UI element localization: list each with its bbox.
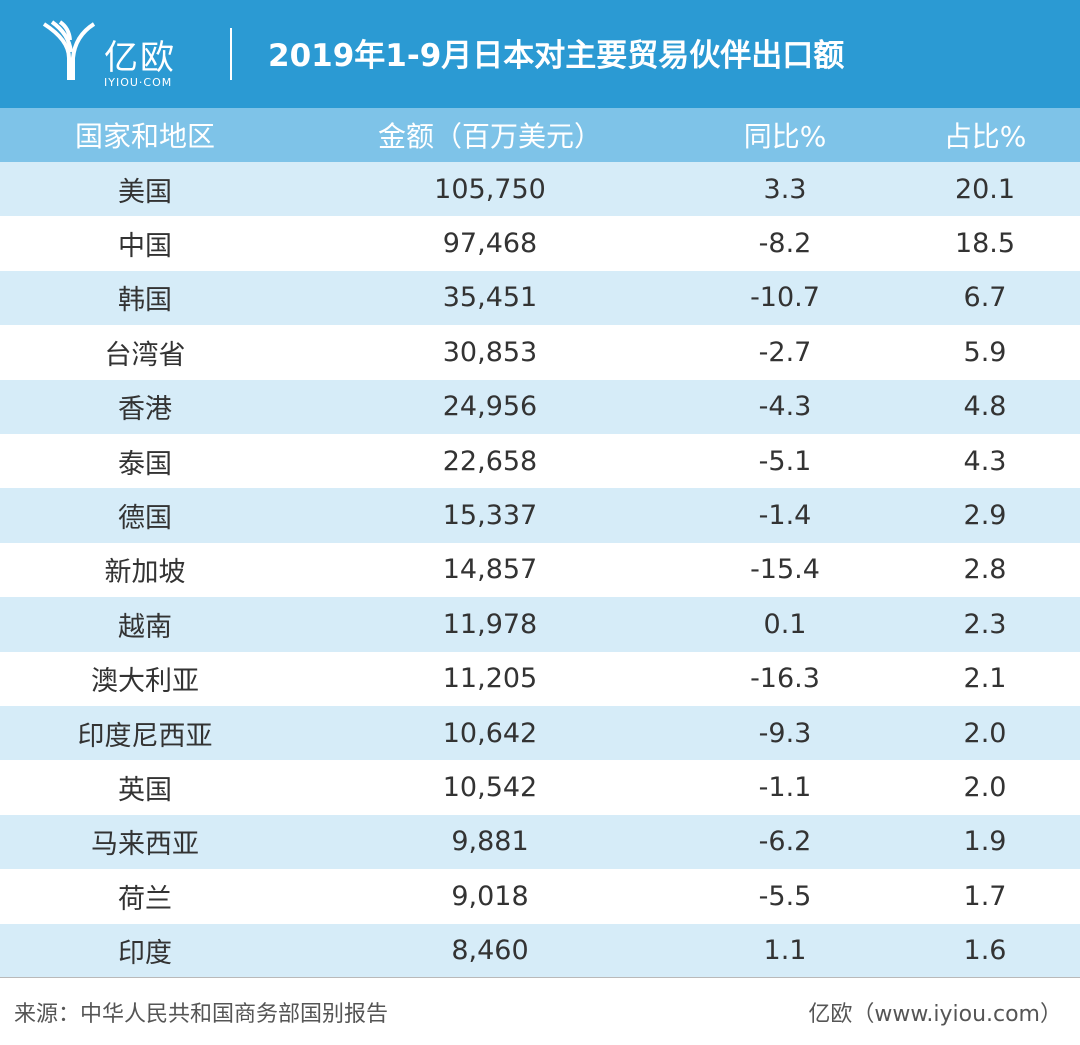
cell-country: 澳大利亚 (91, 666, 199, 698)
table-row: 马来西亚 9,881 -6.2 1.9 (0, 814, 1080, 870)
cell-yoy: 3.3 (763, 173, 807, 205)
cell-yoy: 0.1 (763, 608, 807, 640)
table-row: 澳大利亚 11,205 -16.3 2.1 (0, 652, 1080, 706)
column-header-amount: 金额（百万美元） (377, 120, 602, 153)
table-row: 英国 10,542 -1.1 2.0 (0, 760, 1080, 814)
table-row: 印度 8,460 1.1 1.6 (0, 923, 1080, 978)
cell-share: 2.1 (963, 663, 1007, 695)
table-row: 香港 24,956 -4.3 4.8 (0, 379, 1080, 434)
cell-share: 2.0 (963, 717, 1007, 749)
column-header-yoy: 同比% (743, 120, 827, 153)
cell-amount: 9,881 (451, 826, 529, 858)
logo-mark-icon (42, 20, 96, 80)
cell-share: 1.6 (963, 935, 1007, 967)
cell-amount: 35,451 (442, 282, 538, 314)
cell-country: 香港 (118, 394, 172, 426)
cell-amount: 11,205 (442, 663, 538, 695)
footer-divider (0, 977, 1080, 978)
cell-yoy: -4.3 (758, 391, 812, 423)
cell-amount: 30,853 (442, 336, 538, 368)
table-row: 新加坡 14,857 -15.4 2.8 (0, 543, 1080, 597)
table-row: 中国 97,468 -8.2 18.5 (0, 216, 1080, 270)
cell-yoy: -16.3 (750, 663, 820, 695)
cell-country: 美国 (118, 176, 172, 208)
cell-yoy: -15.4 (750, 554, 820, 586)
cell-country: 印度尼西亚 (77, 720, 213, 752)
cell-yoy: -1.1 (758, 772, 812, 804)
cell-share: 2.9 (963, 500, 1007, 532)
brand-name: 亿欧 (104, 38, 176, 78)
cell-amount: 8,460 (451, 935, 529, 967)
cell-country: 荷兰 (118, 883, 172, 915)
table-row: 美国 105,750 3.3 20.1 (0, 162, 1080, 217)
cell-amount: 10,642 (442, 717, 538, 749)
cell-country: 新加坡 (104, 557, 186, 589)
cell-yoy: 1.1 (763, 935, 807, 967)
cell-country: 泰国 (118, 448, 172, 480)
cell-yoy: -5.5 (758, 880, 812, 912)
table-row: 荷兰 9,018 -5.5 1.7 (0, 869, 1080, 923)
cell-country: 马来西亚 (91, 829, 199, 861)
cell-yoy: -5.1 (758, 445, 812, 477)
cell-yoy: -9.3 (758, 717, 812, 749)
cell-amount: 15,337 (442, 500, 538, 532)
cell-country: 印度 (118, 938, 172, 970)
table-row: 韩国 35,451 -10.7 6.7 (0, 270, 1080, 326)
table-row: 泰国 22,658 -5.1 4.3 (0, 434, 1080, 488)
cell-country: 台湾省 (104, 339, 186, 371)
source-note: 来源：中华人民共和国商务部国别报告 (14, 1002, 389, 1027)
cell-share: 18.5 (954, 228, 1016, 260)
cell-share: 5.9 (963, 336, 1007, 368)
cell-yoy: -2.7 (758, 336, 812, 368)
column-header-share: 占比% (943, 120, 1027, 153)
page-title: 2019年1-9月日本对主要贸易伙伴出口额 (268, 38, 845, 74)
cell-share: 20.1 (954, 173, 1016, 205)
cell-country: 韩国 (118, 285, 172, 317)
cell-country: 德国 (118, 503, 172, 535)
brand-logo: 亿欧 IYIOU·COM (40, 18, 190, 90)
header-divider (230, 28, 232, 80)
table-row: 越南 11,978 0.1 2.3 (0, 597, 1080, 652)
cell-country: 越南 (118, 611, 172, 643)
table-row: 台湾省 30,853 -2.7 5.9 (0, 325, 1080, 379)
cell-amount: 14,857 (442, 554, 538, 586)
cell-share: 1.7 (963, 880, 1007, 912)
cell-share: 2.3 (963, 608, 1007, 640)
cell-share: 4.3 (963, 445, 1007, 477)
cell-yoy: -10.7 (750, 282, 820, 314)
cell-yoy: -8.2 (758, 228, 812, 260)
cell-amount: 10,542 (442, 772, 538, 804)
table-row: 印度尼西亚 10,642 -9.3 2.0 (0, 706, 1080, 761)
brand-domain: IYIOU·COM (104, 76, 173, 89)
table-header-row: 国家和地区 金额（百万美元） 同比% 占比% (0, 108, 1080, 162)
cell-amount: 97,468 (442, 228, 538, 260)
cell-share: 1.9 (963, 826, 1007, 858)
cell-amount: 9,018 (451, 880, 529, 912)
header-banner: 亿欧 IYIOU·COM 2019年1-9月日本对主要贸易伙伴出口额 (0, 0, 1080, 108)
cell-country: 英国 (118, 775, 172, 807)
cell-yoy: -1.4 (758, 500, 812, 532)
cell-yoy: -6.2 (758, 826, 812, 858)
cell-country: 中国 (118, 231, 172, 263)
cell-share: 2.0 (963, 772, 1007, 804)
table-row: 德国 15,337 -1.4 2.9 (0, 488, 1080, 543)
cell-share: 2.8 (963, 554, 1007, 586)
cell-share: 6.7 (963, 282, 1007, 314)
cell-amount: 24,956 (442, 391, 538, 423)
cell-amount: 105,750 (434, 173, 546, 205)
cell-share: 4.8 (963, 391, 1007, 423)
cell-amount: 22,658 (442, 445, 538, 477)
column-header-country: 国家和地区 (74, 120, 215, 153)
cell-amount: 11,978 (442, 608, 538, 640)
credit-note: 亿欧（www.iyiou.com） (808, 1002, 1062, 1027)
